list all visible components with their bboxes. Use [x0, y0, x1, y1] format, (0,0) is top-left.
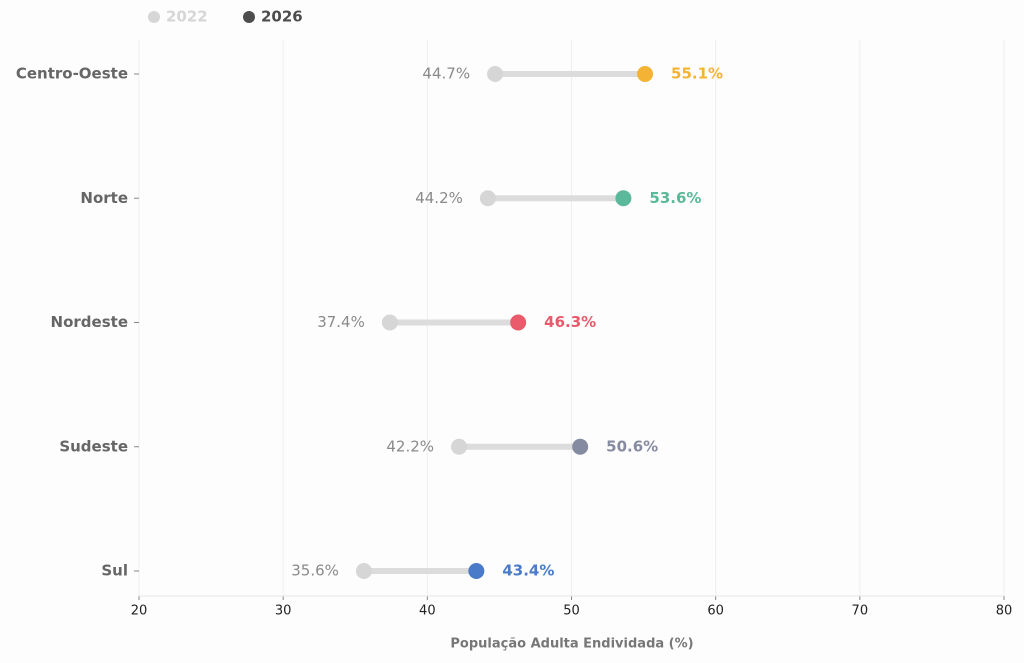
x-tick-label: 50 [563, 604, 580, 619]
value-label: 37.4% [317, 313, 365, 331]
dot-2022 [381, 314, 398, 331]
value-label: 55.1% [671, 65, 723, 83]
legend-marker [148, 11, 160, 23]
x-tick-label: 20 [131, 604, 148, 619]
value-label: 44.2% [415, 189, 463, 207]
dot-2026 [572, 438, 589, 455]
y-tick-label: Sul [101, 562, 128, 580]
x-tick-label: 40 [419, 604, 436, 619]
y-tick-label: Norte [80, 189, 128, 207]
x-tick-label: 70 [852, 604, 869, 619]
value-label: 35.6% [291, 562, 339, 580]
value-label: 53.6% [649, 189, 701, 207]
y-tick-label: Nordeste [51, 313, 128, 331]
dot-2022 [355, 563, 372, 579]
value-label: 50.6% [606, 437, 658, 455]
x-axis-label: População Adulta Endividada (%) [450, 637, 693, 652]
legend-label: 2026 [261, 8, 303, 26]
x-tick-label: 60 [707, 604, 724, 619]
dot-2026 [510, 314, 527, 331]
y-tick-label: Centro-Oeste [16, 65, 128, 83]
x-tick-label: 80 [996, 604, 1013, 619]
dot-2026 [468, 563, 485, 579]
y-tick-label: Sudeste [59, 437, 128, 455]
value-label: 43.4% [502, 562, 554, 580]
value-label: 42.2% [386, 437, 434, 455]
x-tick-label: 30 [275, 604, 292, 619]
dot-2026 [615, 190, 632, 207]
dot-2022 [479, 190, 496, 207]
legend-marker [243, 11, 255, 23]
value-label: 46.3% [544, 313, 596, 331]
dot-2026 [637, 66, 654, 82]
value-label: 44.7% [422, 65, 470, 83]
legend-label: 2022 [166, 8, 208, 26]
dot-2022 [487, 66, 504, 82]
dot-2022 [451, 438, 468, 455]
